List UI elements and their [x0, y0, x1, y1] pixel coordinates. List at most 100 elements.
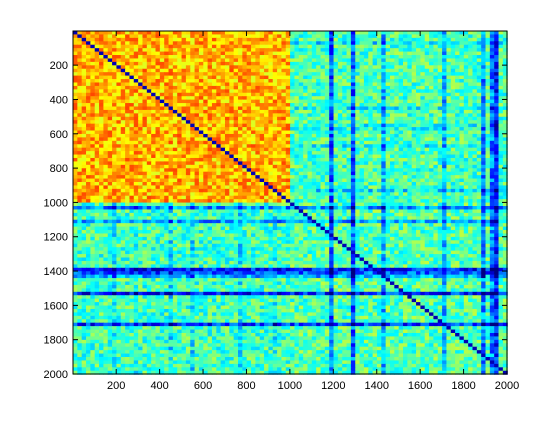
heatmap-cell	[255, 61, 261, 66]
heatmap-cell	[207, 82, 213, 87]
heatmap-cell	[125, 140, 131, 145]
heatmap-cell	[112, 65, 118, 70]
heatmap-cell	[185, 120, 191, 125]
heatmap-cell	[429, 34, 434, 39]
heatmap-cell	[220, 144, 226, 149]
heatmap-cell	[489, 34, 495, 39]
heatmap-cell	[181, 199, 187, 204]
heatmap-cell	[481, 120, 487, 125]
heatmap-cell	[151, 178, 157, 183]
heatmap-cell	[99, 147, 104, 152]
heatmap-cell	[424, 48, 430, 53]
heatmap-cell	[324, 140, 330, 145]
heatmap-cell	[116, 85, 122, 90]
heatmap-cell	[238, 75, 243, 80]
heatmap-cell	[346, 175, 352, 180]
heatmap-cell	[155, 31, 161, 36]
heatmap-cell	[459, 140, 465, 145]
heatmap-cell	[403, 41, 408, 46]
heatmap-cell	[494, 65, 500, 70]
heatmap-cell	[120, 147, 126, 152]
heatmap-cell	[459, 175, 465, 180]
heatmap-cell	[229, 68, 235, 73]
heatmap-cell	[90, 116, 96, 121]
heatmap-cell	[159, 164, 165, 169]
heatmap-cell	[220, 41, 226, 46]
heatmap-cell	[246, 65, 252, 70]
heatmap-cell	[294, 137, 300, 142]
heatmap-cell	[107, 140, 113, 145]
heatmap-cell	[268, 68, 274, 73]
heatmap-cell	[350, 68, 356, 73]
heatmap-cell	[433, 185, 439, 190]
heatmap-cell	[502, 55, 508, 60]
heatmap-cell	[155, 116, 161, 121]
heatmap-cell	[146, 123, 152, 128]
heatmap-cell	[498, 82, 504, 87]
heatmap-cell	[359, 82, 365, 87]
heatmap-cell	[485, 72, 491, 77]
heatmap-cell	[281, 168, 287, 173]
heatmap-cell	[251, 171, 256, 176]
heatmap-cell	[316, 199, 322, 204]
heatmap-cell	[333, 92, 339, 97]
heatmap-cell	[416, 171, 421, 176]
heatmap-cell	[185, 82, 191, 87]
heatmap-cell	[120, 157, 126, 162]
heatmap-cell	[138, 161, 144, 166]
heatmap-cell	[112, 151, 118, 156]
heatmap-cell	[142, 123, 148, 128]
heatmap-cell	[324, 79, 330, 84]
heatmap-cell	[363, 192, 369, 197]
heatmap-cell	[224, 127, 230, 132]
heatmap-cell	[181, 34, 187, 39]
heatmap-cell	[320, 137, 326, 142]
heatmap-cell	[472, 161, 478, 166]
heatmap-cell	[394, 133, 400, 138]
heatmap-cell	[268, 82, 274, 87]
heatmap-cell	[285, 72, 291, 77]
heatmap-cell	[242, 89, 248, 94]
heatmap-cell	[346, 109, 352, 114]
heatmap-cell	[224, 147, 230, 152]
heatmap-cell	[298, 185, 304, 190]
heatmap-cell	[485, 192, 491, 197]
heatmap-cell	[498, 154, 504, 159]
heatmap-cell	[363, 41, 369, 46]
heatmap-cell	[272, 182, 278, 187]
heatmap-cell	[429, 182, 434, 187]
heatmap-cell	[472, 137, 478, 142]
heatmap-cell	[268, 171, 274, 176]
heatmap-cell	[159, 109, 165, 114]
heatmap-cell	[420, 92, 426, 97]
heatmap-cell	[442, 151, 448, 156]
heatmap-cell	[468, 72, 474, 77]
heatmap-cell	[159, 92, 165, 97]
heatmap-cell	[290, 61, 296, 66]
heatmap-cell	[416, 130, 421, 135]
heatmap-cell	[489, 151, 495, 156]
heatmap-cell	[498, 133, 504, 138]
heatmap-cell	[294, 154, 300, 159]
heatmap-cell	[316, 144, 322, 149]
heatmap-cell	[359, 144, 365, 149]
heatmap-cell	[155, 154, 161, 159]
heatmap-cell	[333, 171, 339, 176]
heatmap-cell	[138, 154, 144, 159]
heatmap-cell	[333, 85, 339, 90]
heatmap-cell	[90, 65, 96, 70]
heatmap-cell	[198, 127, 204, 132]
heatmap-cell	[416, 182, 421, 187]
heatmap-cell	[73, 130, 78, 135]
heatmap-cell	[437, 151, 443, 156]
heatmap-cell	[359, 140, 365, 145]
heatmap-cell	[368, 175, 374, 180]
heatmap-cell	[385, 72, 391, 77]
heatmap-cell	[455, 127, 461, 132]
heatmap-cell	[372, 168, 378, 173]
heatmap-cell	[90, 130, 96, 135]
heatmap-cell	[242, 109, 248, 114]
heatmap-cell	[103, 61, 109, 66]
heatmap-cell	[272, 48, 278, 53]
heatmap-cell	[403, 55, 408, 60]
